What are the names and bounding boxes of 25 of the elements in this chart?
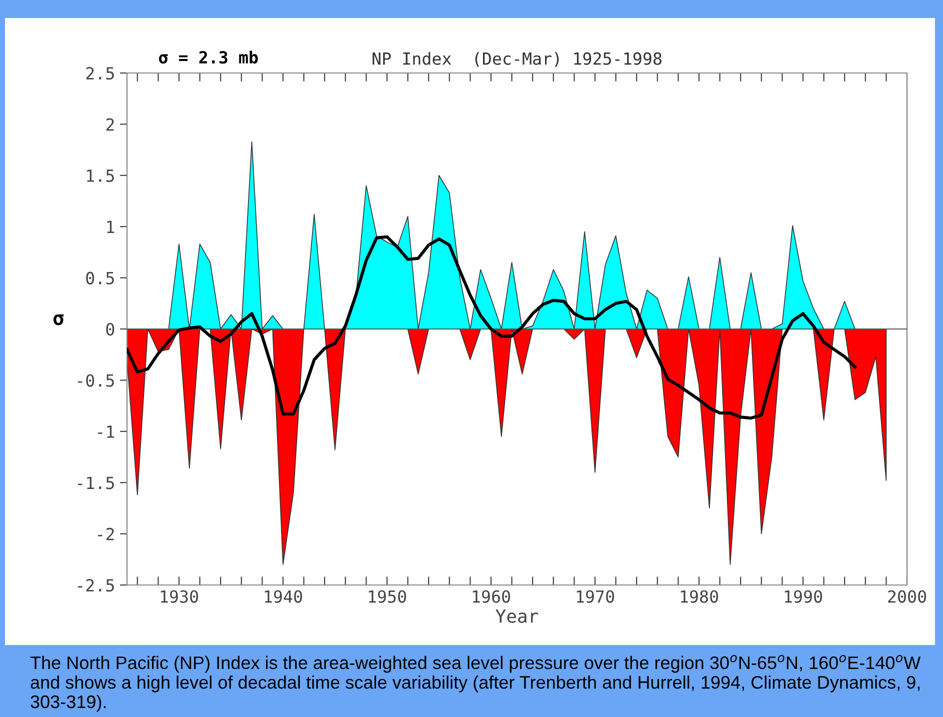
y-tick-label: -1.5 [78,476,114,490]
y-tick-label: 1.5 [87,170,114,182]
x-tick-label: 1940 [264,590,302,603]
y-tick-label: 0 [106,323,114,336]
x-tick-label: 1970 [576,590,614,603]
x-tick-label: 1950 [368,590,406,603]
y-tick-label: -2.5 [78,579,114,592]
x-tick-label: 1930 [160,590,198,603]
y-axis-title: σ [53,314,64,326]
y-tick-label: -0.5 [78,374,114,387]
text: σ = 2.3 mb [158,50,258,64]
y-tick-label: 0.5 [86,272,114,284]
chart-title: NP Index (Dec-Mar) 1925-1998 [372,52,662,67]
x-tick-label: 1980 [680,590,718,603]
x-tick-label: 2000 [888,590,926,603]
y-tick-label: 2 [106,118,114,131]
y-tick-label: -2 [98,528,114,540]
x-tick-label: 1990 [784,590,822,603]
y-tick-label: 1 [107,220,114,233]
text: The North Pacific (NP) Index is the area-weighted sea level pressure over the region 30$^{o}$N-65$^{o}$N, 160$^{o}$E-140$^{o}$W and shows a high level of decadal time scale variability (after Trenberth and Hurrell, 1994, Climate Dynamics, 9, 303-319). [30,655,921,712]
y-tick-label: -1 [98,426,114,438]
x-axis-title: Year [496,610,538,623]
y-tick-label: 2.5 [86,67,114,80]
line-series [127,235,857,420]
x-tick-label: 1960 [472,590,510,603]
